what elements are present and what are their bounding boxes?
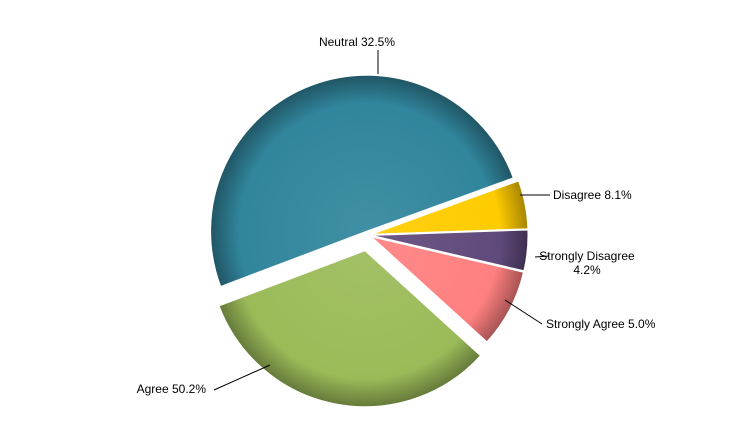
pie-label-neutral: Neutral 32.5% (319, 35, 395, 49)
labels-layer: Strongly Disagree 4.2% Disagree 8.1% Neutra… (137, 35, 656, 396)
pie-slice-strongly-disagree (371, 229, 529, 272)
slices-layer (210, 74, 529, 408)
pie-label-text: Strongly Agree 5.0% (546, 317, 656, 331)
leader-lines-layer (213, 50, 550, 391)
leader-line-strongly-agree (504, 299, 543, 325)
leader-line-agree (213, 364, 271, 391)
pie-label-disagree: Disagree 8.1% (553, 188, 632, 202)
pie-label-text: Neutral 32.5% (319, 35, 395, 49)
pie-label-value: 4.2% (573, 263, 601, 277)
pie-slice-disagree (369, 235, 525, 343)
pie-label-text: Agree 50.2% (137, 382, 207, 396)
pie-slice-agree (210, 74, 514, 288)
leader-line-strongly-disagree (534, 255, 550, 258)
pie-label-text: Disagree 8.1% (553, 188, 632, 202)
pie-slice-neutral (218, 250, 482, 408)
pie-label-text: Strongly Disagree (539, 249, 635, 263)
pie-slice-strongly-agree (371, 180, 529, 235)
pie-label-strongly-agree: Strongly Agree 5.0% (546, 317, 656, 331)
pie-label-strongly-disagree: Strongly Disagree 4.2% (539, 249, 635, 277)
pie-label-agree: Agree 50.2% (137, 382, 207, 396)
